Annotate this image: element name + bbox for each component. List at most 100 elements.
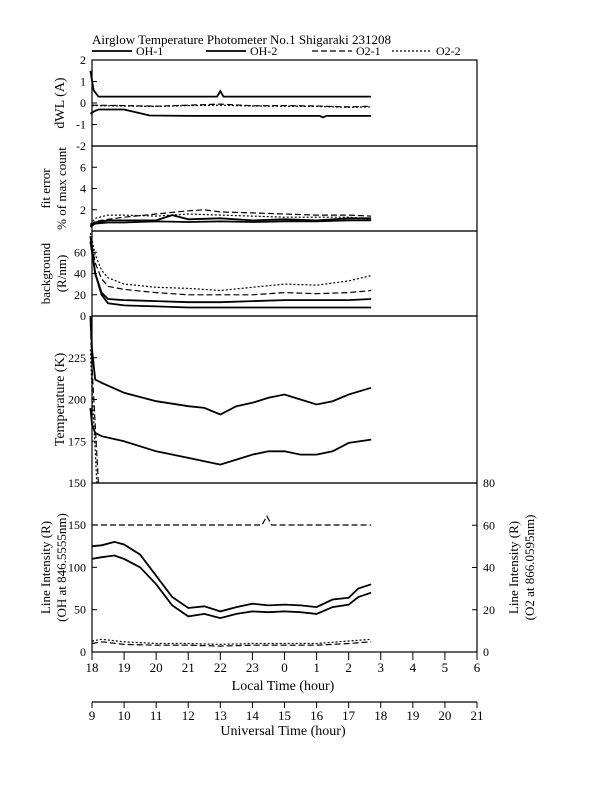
series-o2-2 (89, 232, 372, 292)
panel-3: 60 40 20 0 background (R/nm) (38, 230, 478, 323)
x-ut-tick-label: 16 (310, 708, 324, 723)
series-oh-2 (91, 554, 372, 620)
time-axes: 18 19 20 21 22 23 0 1 2 3 4 5 69 10 11 12 13 14 15 16 17 18 19… (86, 651, 484, 723)
legend: OH-1 OH-2 O2-1 O2-2 (92, 44, 461, 58)
x-ut-tick-label: 9 (89, 708, 96, 723)
series-o2-1 (89, 236, 372, 296)
series-oh-1 (89, 315, 372, 416)
x-ut-tick-label: 13 (214, 708, 227, 723)
y-axis-label-2: % of max count (54, 147, 69, 230)
y-tick-label: 1 (80, 75, 86, 89)
y-axis-label: Line Intensity (R) (38, 521, 53, 614)
x-local-tick-label: 6 (474, 660, 481, 675)
x-axis-label-ut: Universal Time (hour) (220, 724, 346, 739)
x-axis-label-local: Local Time (hour) (232, 679, 335, 694)
series-o2-2 (89, 213, 372, 225)
series-oh-2 (89, 108, 372, 119)
y-tick-label: 4 (80, 182, 86, 196)
y-tick-label: 200 (68, 393, 86, 407)
y-right-tick-label: 0 (483, 645, 489, 659)
y-tick-label: 0 (80, 96, 86, 110)
x-ut-tick-label: 15 (278, 708, 291, 723)
series-oh-2 (89, 241, 372, 304)
x-local-tick-label: 3 (378, 660, 385, 675)
y-tick-label: 60 (74, 245, 86, 259)
y-axis-label: fit error (38, 168, 53, 209)
series-o2-1 (89, 324, 99, 484)
y-tick-label: -2 (76, 139, 86, 153)
x-local-tick-label: 19 (118, 660, 131, 675)
x-ut-tick-label: 20 (438, 708, 451, 723)
y-tick-label: 20 (74, 288, 86, 302)
legend-label-o2-1: O2-1 (356, 44, 381, 58)
x-ut-tick-label: 17 (342, 708, 356, 723)
series-o2-1 (89, 209, 372, 227)
series-o2-2 (89, 349, 98, 484)
figure-title: Airglow Temperature Photometer No.1 Shig… (92, 32, 391, 47)
y-tick-label: 150 (68, 518, 86, 532)
x-local-tick-label: 4 (410, 660, 417, 675)
y-right-tick-label: 20 (483, 603, 495, 617)
y-right-axis-label: Line Intensity (R) (506, 521, 521, 614)
x-ut-tick-label: 19 (406, 708, 419, 723)
series-o2-2 (91, 638, 372, 646)
x-ut-tick-label: 10 (118, 708, 131, 723)
panel-frame (91, 59, 478, 147)
x-local-tick-label: 18 (86, 660, 99, 675)
series-oh-2 (89, 214, 372, 228)
panels: 2 1 0 -1 -2 dWL (A) 6 4 2 fit error% of max count… (38, 53, 537, 659)
y-tick-label: 100 (68, 560, 86, 574)
series-upper-o2 (92, 514, 372, 526)
legend-label-o2-2: O2-2 (436, 44, 461, 58)
y-right-tick-label: 80 (483, 476, 495, 490)
y-axis-label: background (38, 242, 53, 304)
y-tick-label: 2 (80, 203, 86, 217)
y-tick-label: 2 (80, 53, 86, 67)
series-oh-1 (89, 70, 372, 98)
series-o2-1 (91, 641, 372, 647)
y-tick-label: -1 (76, 118, 86, 132)
series-oh-2 (89, 407, 372, 466)
y-axis-label-2: (OH at 846.5555nm) (54, 513, 69, 622)
panel-4: 225 200 175 150 Temperature (K) (53, 315, 478, 490)
series-oh-1 (89, 236, 372, 309)
x-local-tick-label: 0 (281, 660, 288, 675)
y-tick-label: 40 (74, 267, 86, 281)
x-local-tick-label: 21 (182, 660, 195, 675)
y-right-axis-label-2: (O2 at 866.0595nm) (522, 515, 537, 621)
y-right-tick-label: 60 (483, 518, 495, 532)
series-oh-1 (91, 540, 372, 613)
y-right-tick-label: 40 (483, 561, 495, 575)
panel-frame (91, 230, 478, 317)
y-tick-label: 50 (74, 603, 86, 617)
series-o2-2 (91, 104, 372, 108)
y-tick-label: 0 (80, 309, 86, 323)
series-oh-1 (89, 219, 372, 228)
x-ut-tick-label: 18 (374, 708, 387, 723)
y-tick-label: 150 (68, 476, 86, 490)
panel-2: 6 4 2 fit error% of max count (38, 145, 478, 232)
x-local-tick-label: 20 (150, 660, 163, 675)
x-ut-tick-label: 21 (471, 708, 484, 723)
x-local-tick-label: 23 (246, 660, 259, 675)
x-ut-tick-label: 14 (246, 708, 260, 723)
legend-label-oh-2: OH-2 (250, 44, 277, 58)
y-axis-label-2: (R/nm) (54, 255, 69, 293)
y-tick-label: 0 (80, 645, 86, 659)
x-local-tick-label: 1 (313, 660, 320, 675)
y-tick-label: 225 (68, 351, 86, 365)
x-local-tick-label: 22 (214, 660, 227, 675)
legend-label-oh-1: OH-1 (136, 44, 163, 58)
y-axis-label: dWL (A) (53, 77, 68, 129)
y-tick-label: 6 (80, 160, 86, 174)
x-local-tick-label: 2 (345, 660, 352, 675)
x-ut-tick-label: 12 (182, 708, 195, 723)
x-ut-tick-label: 11 (150, 708, 163, 723)
title-group: Airglow Temperature Photometer No.1 Shig… (92, 32, 391, 47)
panel-1: 2 1 0 -1 -2 dWL (A) (53, 53, 478, 153)
x-local-tick-label: 5 (442, 660, 449, 675)
panel-frame (91, 145, 478, 232)
y-axis-label: Temperature (K) (53, 352, 68, 446)
